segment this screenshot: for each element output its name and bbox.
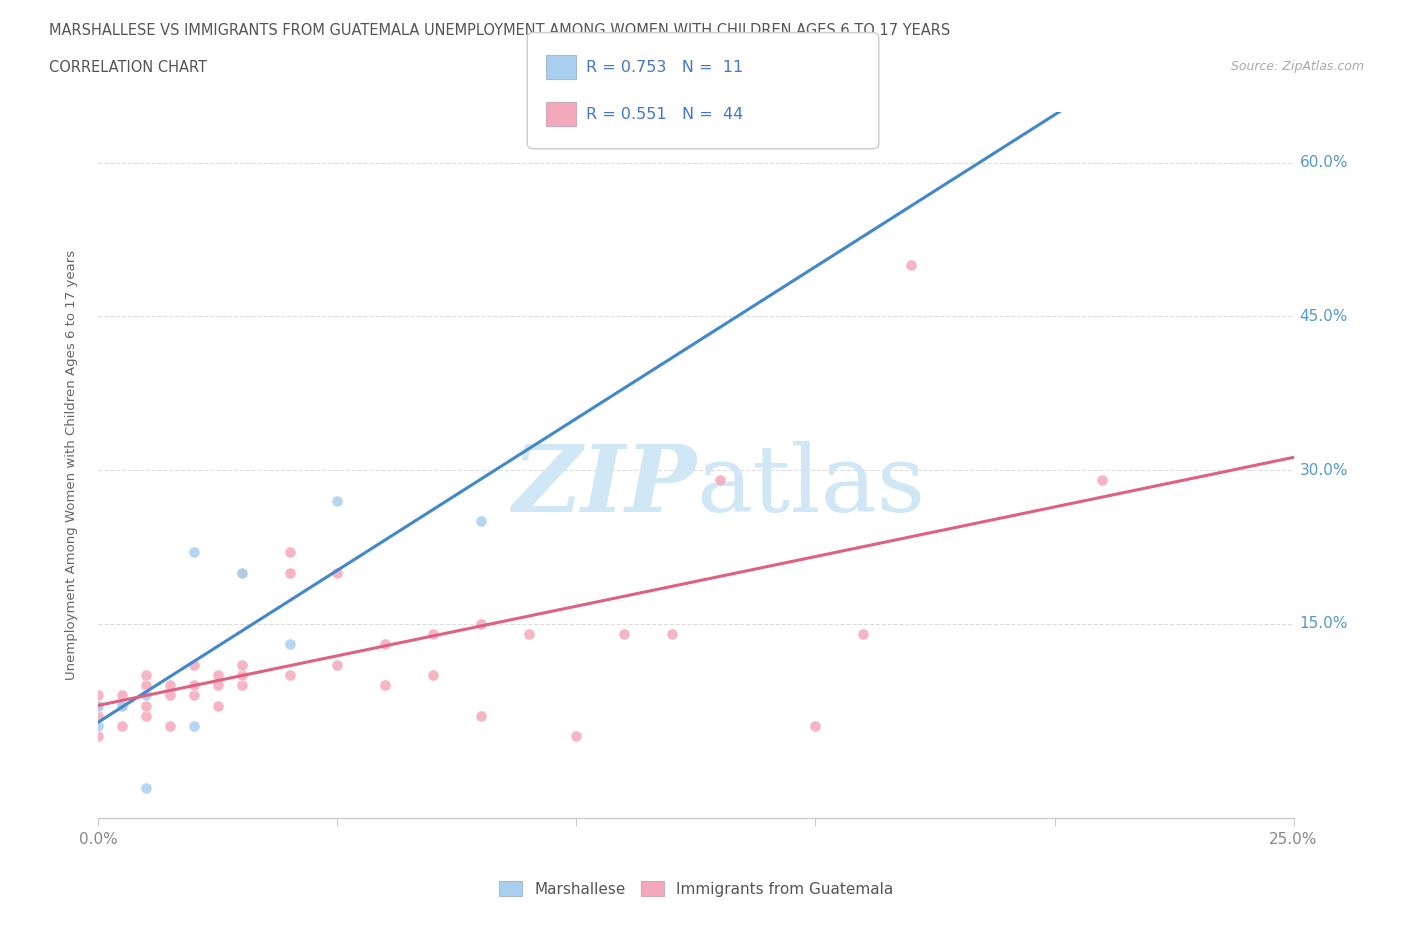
Point — [87, 688, 110, 703]
Point — [135, 780, 157, 795]
Point — [87, 719, 110, 734]
Point — [374, 678, 396, 693]
Point — [422, 627, 444, 642]
Point — [326, 658, 349, 672]
Point — [278, 668, 301, 683]
Point — [183, 658, 205, 672]
Text: 60.0%: 60.0% — [1299, 155, 1348, 170]
Point — [231, 565, 253, 580]
Point — [183, 678, 205, 693]
Point — [613, 627, 636, 642]
Point — [231, 658, 253, 672]
Point — [207, 668, 229, 683]
Point — [804, 719, 827, 734]
Text: 45.0%: 45.0% — [1299, 309, 1348, 324]
Text: ZIP: ZIP — [512, 441, 696, 531]
Point — [231, 678, 253, 693]
Point — [183, 688, 205, 703]
Point — [159, 719, 181, 734]
Point — [709, 473, 731, 488]
Point — [111, 698, 134, 713]
Point — [517, 627, 540, 642]
Point — [87, 729, 110, 744]
Text: R = 0.753   N =  11: R = 0.753 N = 11 — [586, 60, 744, 74]
Point — [231, 565, 253, 580]
Text: 15.0%: 15.0% — [1299, 617, 1348, 631]
Point — [231, 668, 253, 683]
Point — [1091, 473, 1114, 488]
Text: CORRELATION CHART: CORRELATION CHART — [49, 60, 207, 75]
Point — [135, 668, 157, 683]
Point — [326, 494, 349, 509]
Point — [135, 688, 157, 703]
Point — [183, 545, 205, 560]
Point — [470, 514, 492, 529]
Point — [422, 668, 444, 683]
Point — [111, 698, 134, 713]
Point — [470, 617, 492, 631]
Point — [111, 719, 134, 734]
Point — [661, 627, 683, 642]
Point — [87, 698, 110, 713]
Point — [159, 688, 181, 703]
Point — [278, 545, 301, 560]
Point — [135, 678, 157, 693]
Point — [207, 678, 229, 693]
Point — [207, 698, 229, 713]
Point — [852, 627, 875, 642]
Point — [374, 637, 396, 652]
Point — [159, 678, 181, 693]
Point — [565, 729, 588, 744]
Point — [900, 258, 922, 272]
Y-axis label: Unemployment Among Women with Children Ages 6 to 17 years: Unemployment Among Women with Children A… — [65, 250, 77, 680]
Text: Source: ZipAtlas.com: Source: ZipAtlas.com — [1230, 60, 1364, 73]
Point — [326, 565, 349, 580]
Point — [87, 698, 110, 713]
Point — [111, 688, 134, 703]
Legend: Marshallese, Immigrants from Guatemala: Marshallese, Immigrants from Guatemala — [492, 874, 900, 903]
Point — [278, 565, 301, 580]
Point — [470, 709, 492, 724]
Point — [87, 709, 110, 724]
Text: 30.0%: 30.0% — [1299, 462, 1348, 478]
Text: MARSHALLESE VS IMMIGRANTS FROM GUATEMALA UNEMPLOYMENT AMONG WOMEN WITH CHILDREN : MARSHALLESE VS IMMIGRANTS FROM GUATEMALA… — [49, 23, 950, 38]
Point — [135, 709, 157, 724]
Point — [278, 637, 301, 652]
Text: atlas: atlas — [696, 441, 925, 531]
Text: R = 0.551   N =  44: R = 0.551 N = 44 — [586, 107, 744, 122]
Point — [183, 719, 205, 734]
Point — [135, 698, 157, 713]
